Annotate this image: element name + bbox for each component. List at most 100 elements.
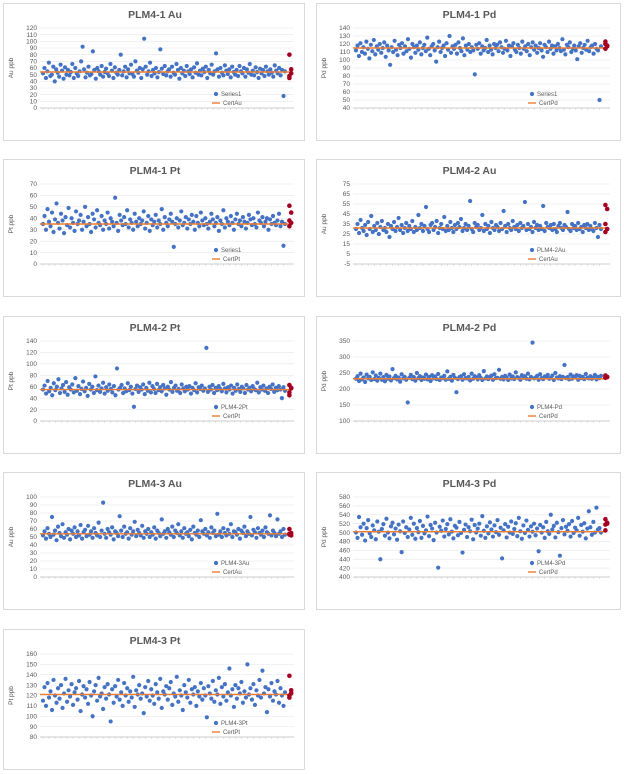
recent-series-points	[287, 203, 294, 229]
legend-cert-label: CertPt	[223, 730, 240, 736]
data-point	[281, 526, 286, 532]
data-point	[113, 393, 118, 398]
data-point	[478, 51, 483, 56]
data-point	[369, 213, 374, 219]
y-tick-label: 35	[343, 221, 351, 228]
data-point	[152, 701, 157, 706]
data-point	[145, 72, 150, 77]
data-point	[79, 536, 85, 541]
data-point	[228, 75, 233, 80]
data-point	[405, 37, 411, 42]
legend-series-label: PLM4-Pd	[537, 405, 562, 411]
data-point	[165, 526, 170, 532]
data-point	[234, 67, 239, 73]
data-point	[495, 518, 500, 523]
data-point	[362, 51, 368, 56]
data-point	[222, 681, 227, 687]
data-point	[199, 383, 204, 388]
data-point	[234, 211, 240, 216]
data-point	[141, 382, 146, 387]
data-point	[141, 209, 146, 214]
data-point	[90, 535, 95, 540]
data-point	[572, 43, 577, 48]
data-point	[583, 536, 588, 541]
data-point	[195, 689, 200, 694]
data-point	[498, 220, 503, 226]
data-point	[481, 228, 486, 234]
data-point	[422, 42, 427, 47]
recent-point	[603, 221, 608, 227]
data-point	[66, 205, 71, 211]
data-point	[391, 532, 397, 537]
data-point	[192, 685, 197, 690]
data-point	[262, 73, 267, 79]
data-point	[492, 372, 497, 377]
data-point	[442, 373, 447, 378]
data-point	[78, 708, 83, 714]
data-point	[135, 224, 140, 229]
y-axis-label: Pt ppb	[8, 214, 15, 233]
y-tick-label: 0	[33, 574, 37, 581]
recent-point	[288, 210, 294, 215]
data-point	[525, 221, 531, 227]
y-tick-label: 140	[26, 338, 37, 345]
data-point	[269, 680, 274, 686]
data-point	[359, 532, 365, 537]
data-point	[105, 210, 110, 215]
y-tick-label: 160	[26, 651, 37, 658]
data-point	[117, 697, 122, 702]
data-point	[49, 72, 54, 77]
data-point	[480, 514, 485, 519]
data-point	[281, 243, 286, 248]
data-point	[528, 524, 534, 529]
data-point	[182, 526, 187, 531]
y-tick-label: 60	[30, 193, 38, 200]
data-point	[85, 393, 90, 398]
data-point	[272, 63, 277, 68]
data-point	[379, 50, 384, 55]
data-point	[92, 689, 97, 694]
data-point	[260, 528, 265, 533]
data-point	[272, 389, 277, 394]
data-point	[205, 75, 210, 81]
data-point	[260, 215, 265, 220]
data-point	[120, 73, 125, 78]
data-point	[146, 526, 151, 532]
data-point	[194, 213, 199, 219]
data-point	[143, 64, 148, 69]
data-point	[466, 223, 471, 229]
data-point	[358, 525, 363, 530]
data-point	[434, 59, 439, 64]
data-point	[451, 229, 456, 235]
y-axis-label: Pd ppb	[321, 370, 328, 391]
data-point	[65, 392, 70, 397]
y-tick-label: 440	[339, 556, 350, 563]
data-point	[60, 382, 66, 388]
data-point	[128, 217, 133, 222]
data-point	[57, 696, 62, 701]
data-point	[197, 534, 202, 540]
data-point	[414, 43, 419, 48]
data-point	[57, 74, 62, 79]
data-point	[158, 534, 163, 539]
data-point	[276, 700, 282, 705]
data-point	[164, 73, 169, 78]
data-point	[113, 195, 118, 200]
data-point	[516, 228, 521, 234]
data-point	[67, 73, 72, 78]
data-point	[391, 219, 397, 225]
data-point	[391, 49, 396, 55]
data-point	[52, 217, 58, 222]
y-tick-label: 80	[30, 52, 38, 59]
data-point	[591, 519, 596, 524]
data-point	[560, 227, 566, 233]
data-point	[212, 699, 217, 704]
data-point	[546, 39, 552, 44]
data-point	[355, 374, 360, 379]
data-point	[270, 382, 275, 387]
y-tick-label: 5	[346, 251, 350, 258]
legend: Series1 CertPt	[212, 247, 242, 263]
y-tick-label: 580	[339, 494, 350, 501]
data-point	[155, 690, 160, 695]
data-point	[368, 42, 373, 47]
